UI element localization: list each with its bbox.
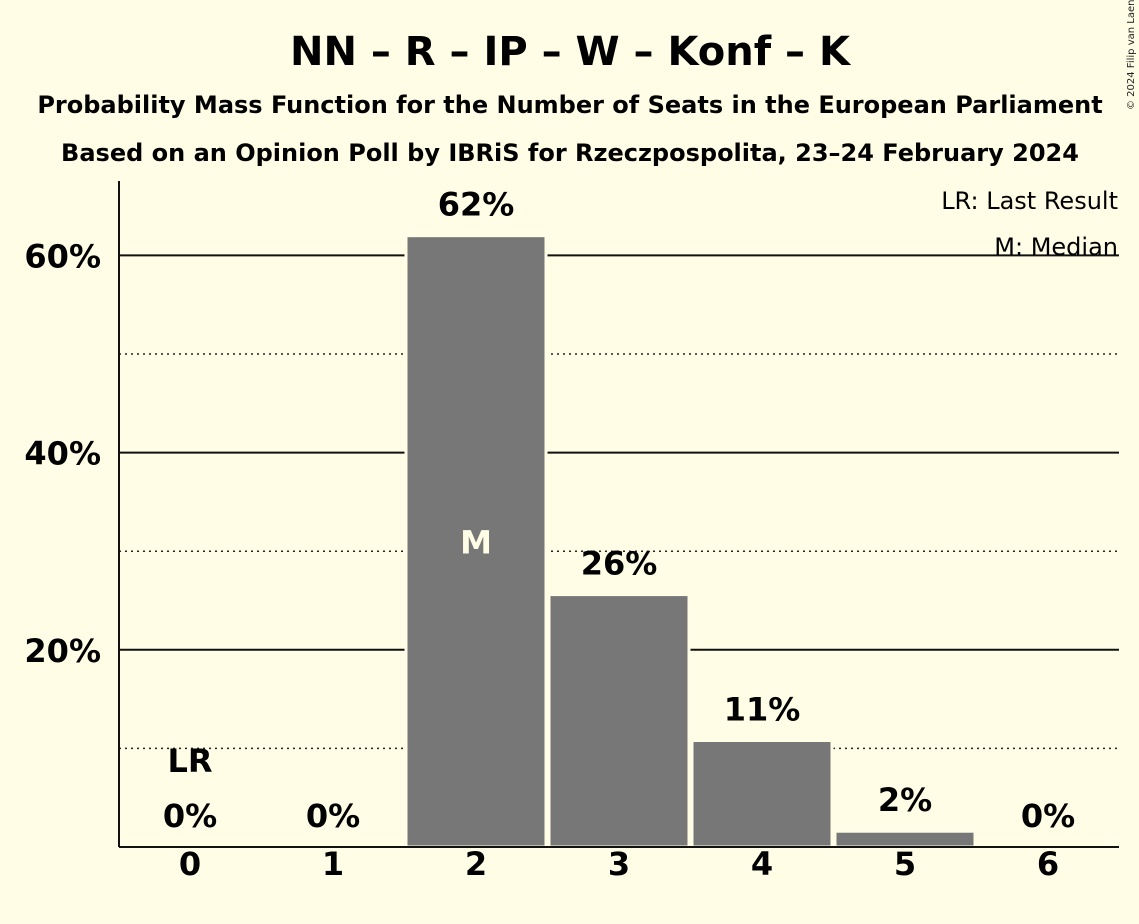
y-tick-label: 60%: [24, 237, 101, 275]
data-label: 0%: [306, 797, 360, 835]
data-label: 26%: [581, 545, 658, 583]
chart-title: NN – R – IP – W – Konf – K: [290, 29, 852, 75]
data-label: 2%: [878, 781, 932, 819]
bar-4: [690, 739, 834, 849]
x-tick-label: 4: [751, 845, 773, 883]
axes: [118, 181, 1119, 848]
x-tick-label: 1: [322, 845, 344, 883]
y-axis-labels: 20% 40% 60%: [24, 237, 101, 669]
data-label: 0%: [1021, 797, 1075, 835]
last-result-marker: LR: [167, 742, 212, 780]
x-tick-label: 6: [1037, 845, 1059, 883]
bar-2: [404, 234, 548, 849]
chart-subtitle: Probability Mass Function for the Number…: [37, 91, 1102, 119]
data-labels: 0% LR 0% 62% M 26% 11% 2% 0%: [163, 186, 1075, 835]
legend-median: M: Median: [994, 233, 1118, 261]
median-marker: M: [460, 523, 492, 561]
x-axis-labels: 0 1 2 3 4 5 6: [179, 845, 1059, 883]
bar-3: [547, 593, 691, 849]
x-tick-label: 0: [179, 845, 201, 883]
x-tick-label: 3: [608, 845, 630, 883]
data-label: 11%: [724, 691, 801, 729]
chart-source: Based on an Opinion Poll by IBRiS for Rz…: [61, 139, 1079, 167]
data-label: 0%: [163, 797, 217, 835]
copyright-credit: © 2024 Filip van Laenen: [1126, 0, 1137, 110]
x-tick-label: 2: [465, 845, 487, 883]
x-tick-label: 5: [894, 845, 916, 883]
data-label: 62%: [438, 186, 515, 224]
y-tick-label: 40%: [24, 435, 101, 473]
legend-last-result: LR: Last Result: [941, 187, 1118, 215]
y-tick-label: 20%: [24, 632, 101, 670]
